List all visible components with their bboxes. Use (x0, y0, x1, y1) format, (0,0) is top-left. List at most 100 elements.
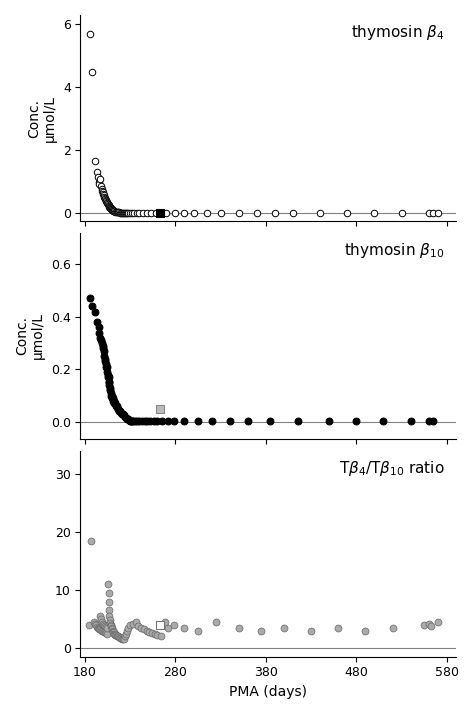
Point (128, 415, 135, 426)
Point (120, 410, 128, 421)
Point (125, 622, 132, 633)
Point (107, 618, 114, 629)
Point (244, 415, 252, 426)
Point (114, 403, 121, 414)
Point (102, 196, 109, 207)
Point (89, 301, 96, 312)
Point (172, 207, 179, 218)
Point (119, 207, 127, 218)
Point (98, 335, 105, 346)
Point (98, 624, 105, 635)
Point (121, 207, 128, 218)
Point (123, 413, 130, 425)
Point (104, 198, 111, 210)
Point (163, 207, 170, 218)
Point (96, 327, 103, 338)
Point (434, 207, 442, 218)
Point (105, 596, 112, 608)
Point (108, 619, 115, 630)
Text: thymosin $\beta_4$: thymosin $\beta_4$ (351, 24, 445, 42)
Point (102, 358, 109, 370)
Point (126, 414, 133, 426)
Point (104, 371, 111, 383)
Point (92, 620, 100, 631)
Point (226, 415, 234, 426)
Point (106, 379, 113, 391)
Point (156, 207, 164, 218)
Point (99, 183, 106, 194)
Point (107, 385, 114, 396)
Point (117, 632, 124, 643)
Point (96, 623, 103, 635)
Point (111, 398, 118, 409)
Point (105, 200, 112, 211)
Point (103, 197, 110, 208)
Point (87, 28, 94, 39)
Point (181, 415, 188, 426)
Point (109, 624, 116, 635)
Point (161, 616, 168, 628)
Point (257, 625, 265, 636)
Point (106, 201, 113, 212)
Point (398, 207, 405, 218)
Point (128, 415, 136, 426)
Point (407, 415, 414, 426)
Point (100, 346, 108, 357)
Point (154, 415, 161, 426)
Point (127, 619, 134, 630)
Point (130, 207, 137, 218)
Point (116, 406, 123, 417)
Point (108, 390, 115, 401)
Point (105, 371, 112, 383)
Point (380, 415, 387, 426)
Point (190, 207, 197, 218)
Point (104, 369, 111, 381)
Point (99, 343, 107, 354)
Point (117, 406, 124, 417)
Point (425, 415, 432, 426)
Point (144, 415, 151, 426)
Point (156, 403, 164, 415)
Point (152, 207, 159, 218)
Point (96, 178, 103, 190)
Point (109, 390, 116, 401)
Point (122, 412, 129, 423)
Point (117, 207, 124, 218)
Point (143, 625, 150, 636)
Point (121, 411, 128, 422)
Point (235, 622, 243, 633)
Point (109, 393, 116, 404)
Point (156, 619, 164, 630)
Point (217, 207, 225, 218)
Point (99, 340, 107, 351)
Point (362, 625, 369, 636)
Point (157, 630, 165, 642)
Point (107, 202, 114, 213)
Point (420, 619, 428, 630)
Point (146, 415, 154, 426)
Point (98, 181, 105, 192)
Point (108, 387, 115, 398)
Point (119, 408, 127, 420)
Text: thymosin $\beta_{10}$: thymosin $\beta_{10}$ (345, 241, 445, 260)
Point (109, 395, 117, 406)
Point (118, 633, 126, 645)
Point (118, 408, 126, 420)
Point (85, 619, 92, 630)
Point (101, 353, 109, 365)
Point (97, 173, 104, 184)
Point (371, 207, 378, 218)
Point (118, 407, 125, 418)
Point (103, 361, 110, 373)
Point (353, 415, 360, 426)
Point (326, 415, 333, 426)
Point (127, 207, 134, 218)
Point (100, 626, 108, 638)
Point (119, 633, 127, 645)
Point (98, 613, 105, 625)
Point (106, 377, 113, 388)
Point (158, 415, 166, 426)
Point (95, 321, 102, 333)
Point (100, 189, 108, 201)
Point (164, 415, 172, 426)
